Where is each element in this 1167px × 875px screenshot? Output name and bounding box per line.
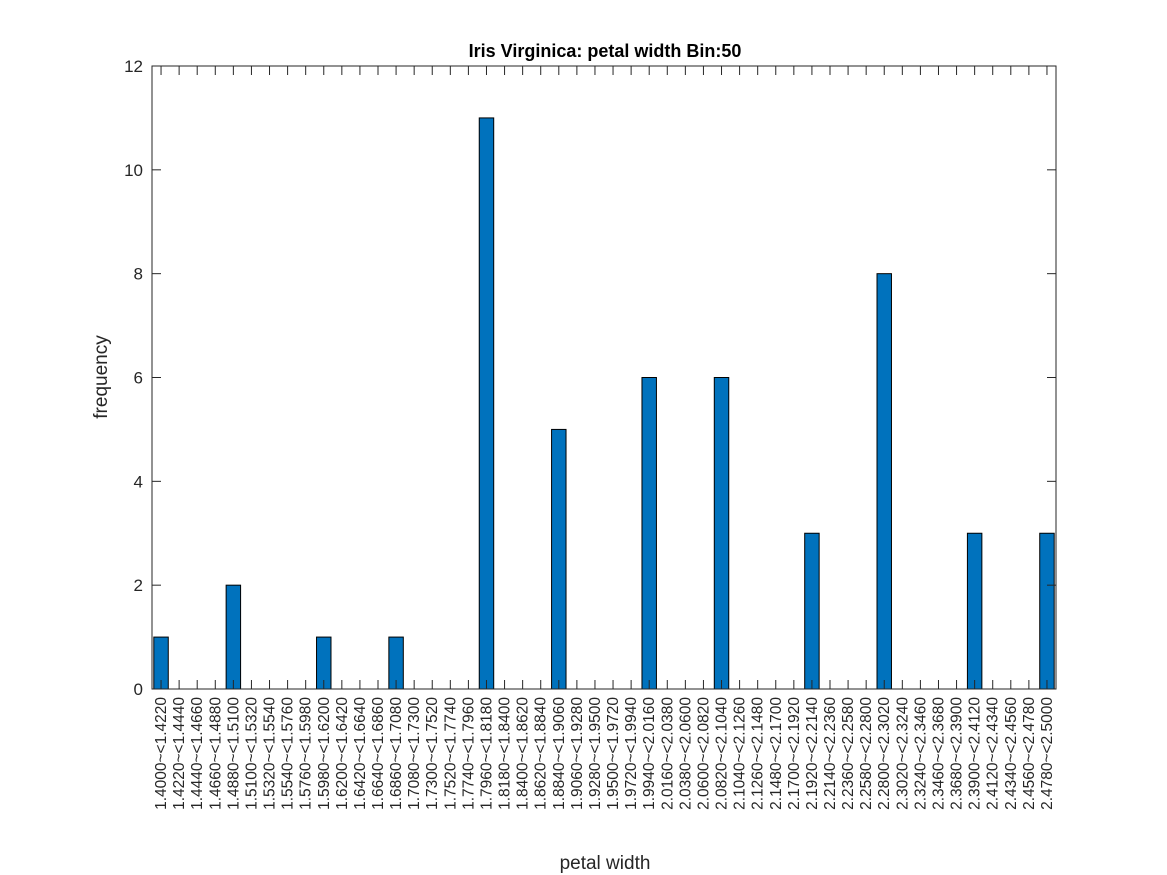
x-tick-label: 1.4440~<1.4660 xyxy=(189,697,206,810)
x-tick-label: 2.0380~<2.0600 xyxy=(677,697,694,810)
x-tick-label: 1.6640~<1.6860 xyxy=(370,697,387,810)
x-tick-label: 1.8180~<1.8400 xyxy=(497,697,514,810)
y-tick-label: 12 xyxy=(124,57,143,76)
x-tick-label: 2.2140~<2.2360 xyxy=(822,697,839,810)
x-tick-label: 1.5320~<1.5540 xyxy=(262,697,279,810)
x-tick-label: 1.9720~<1.9940 xyxy=(623,697,640,810)
y-tick-label: 0 xyxy=(134,680,143,699)
bar xyxy=(876,273,892,690)
x-tick-label: 1.7740~<1.7960 xyxy=(460,697,477,810)
y-tick-label: 6 xyxy=(134,369,143,388)
x-tick-label: 1.4880~<1.5100 xyxy=(225,697,242,810)
x-tick-label: 1.9060~<1.9280 xyxy=(569,697,586,810)
x-tick-label: 1.9940~<2.0160 xyxy=(641,697,658,810)
y-tick-label: 2 xyxy=(134,576,143,595)
x-tick-label: 2.3020~<2.3240 xyxy=(894,697,911,810)
bar xyxy=(713,377,730,690)
x-tick-label: 1.7520~<1.7740 xyxy=(442,697,459,810)
x-tick-label: 2.4340~<2.4560 xyxy=(1003,697,1020,810)
x-tick-label: 1.7960~<1.8180 xyxy=(478,697,495,810)
x-tick-label: 2.4560~<2.4780 xyxy=(1021,697,1038,810)
x-tick-label: 1.7080~<1.7300 xyxy=(406,697,423,810)
x-tick-label: 1.5760~<1.5980 xyxy=(298,697,315,810)
x-tick-label: 2.3240~<2.3460 xyxy=(912,697,929,810)
x-tick-label: 2.0600~<2.0820 xyxy=(695,697,712,810)
x-tick-label: 2.3680~<2.3900 xyxy=(949,697,966,810)
chart-title: Iris Virginica: petal width Bin:50 xyxy=(469,41,742,61)
bar xyxy=(804,532,820,690)
x-tick-label: 2.0160~<2.0380 xyxy=(659,697,676,810)
x-tick-label: 2.1260~<2.1480 xyxy=(750,697,767,810)
y-tick-label: 4 xyxy=(134,472,143,491)
x-tick-label: 1.4220~<1.4440 xyxy=(171,697,188,810)
x-tick-label: 1.5100~<1.5320 xyxy=(243,697,260,810)
x-tick-label: 2.1920~<2.2140 xyxy=(804,697,821,810)
x-tick-label: 1.4000~<1.4220 xyxy=(153,697,170,810)
x-axis-label: petal width xyxy=(560,853,651,874)
x-tick-label: 2.0820~<2.1040 xyxy=(714,697,731,810)
y-axis-label: frequency xyxy=(91,335,112,419)
x-tick-label: 1.9280~<1.9500 xyxy=(587,697,604,810)
x-tick-label: 2.4780~<2.5000 xyxy=(1039,697,1056,810)
x-tick-label: 1.5540~<1.5760 xyxy=(280,697,297,810)
x-tick-label: 2.2360~<2.2580 xyxy=(840,697,857,810)
bar xyxy=(966,532,983,690)
x-tick-label: 1.8840~<1.9060 xyxy=(551,697,568,810)
x-tick-label: 1.8620~<1.8840 xyxy=(533,697,550,810)
x-tick-label: 2.1040~<2.1260 xyxy=(732,697,749,810)
x-tick-label: 2.2580~<2.2800 xyxy=(858,697,875,810)
x-tick-label: 2.2800~<2.3020 xyxy=(876,697,893,810)
x-tick-label: 1.6420~<1.6640 xyxy=(352,697,369,810)
x-tick-label: 1.6200~<1.6420 xyxy=(334,697,351,810)
y-tick-label: 8 xyxy=(134,265,143,284)
x-tick-label: 2.1480~<2.1700 xyxy=(768,697,785,810)
bar xyxy=(1039,532,1055,690)
x-tick-label: 2.3460~<2.3680 xyxy=(930,697,947,810)
x-tick-label: 1.5980~<1.6200 xyxy=(316,697,333,810)
x-tick-label: 1.4660~<1.4880 xyxy=(207,697,224,810)
bar xyxy=(225,584,242,690)
bar xyxy=(641,377,657,690)
x-tick-label: 2.3900~<2.4120 xyxy=(967,697,984,810)
x-tick-label: 1.9500~<1.9720 xyxy=(605,697,622,810)
x-tick-label: 1.6860~<1.7080 xyxy=(388,697,405,810)
x-tick-label: 1.8400~<1.8620 xyxy=(515,697,532,810)
bar xyxy=(478,117,495,690)
x-tick-label: 2.4120~<2.4340 xyxy=(985,697,1002,810)
bar xyxy=(551,428,567,690)
y-tick-label: 10 xyxy=(124,161,143,180)
axes-box xyxy=(151,65,1057,690)
x-tick-label: 2.1700~<2.1920 xyxy=(786,697,803,810)
x-tick-label: 1.7300~<1.7520 xyxy=(424,697,441,810)
